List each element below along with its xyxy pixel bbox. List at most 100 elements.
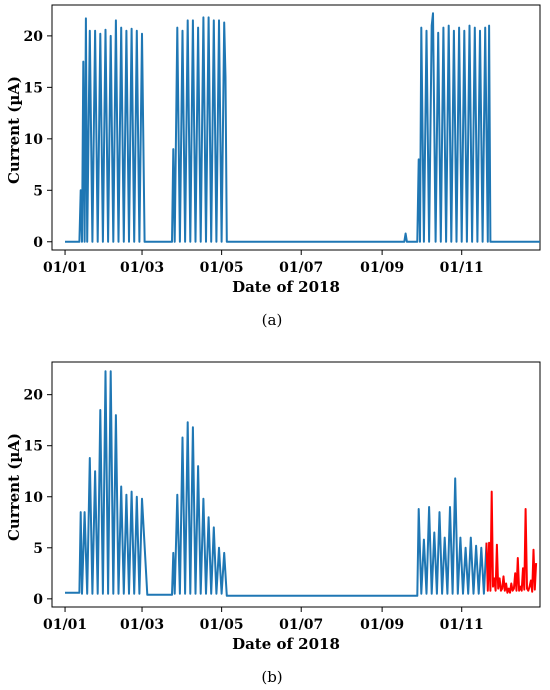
data-point-b-1-29 — [524, 589, 525, 590]
data-point-b-0-10 — [100, 409, 101, 410]
data-point-b-0-11 — [102, 593, 103, 594]
data-point-a-0-36 — [182, 30, 183, 31]
x-axis-label-b: Date of 2018 — [232, 635, 340, 653]
data-point-a-0-58 — [382, 241, 383, 242]
data-point-b-0-57 — [421, 593, 422, 594]
data-point-a-0-70 — [432, 13, 433, 14]
data-point-b-0-71 — [457, 593, 458, 594]
data-point-b-1-19 — [511, 583, 512, 584]
data-point-b-0-58 — [423, 539, 424, 540]
series-line-a-0 — [65, 12, 540, 243]
data-point-a-0-92 — [489, 25, 490, 26]
data-point-a-0-41 — [195, 241, 196, 242]
data-point-b-0-44 — [211, 593, 212, 594]
data-point-b-0-65 — [442, 593, 443, 594]
data-point-a-0-90 — [485, 27, 486, 28]
data-point-b-0-48 — [221, 593, 222, 594]
plot-frame-b — [51, 361, 541, 608]
data-point-a-0-21 — [123, 241, 124, 242]
x-tick-label-a-2: 01/05 — [200, 260, 244, 276]
y-tick-label-b-1: 5 — [33, 541, 43, 557]
data-point-a-0-10 — [94, 30, 95, 31]
data-point-b-0-77 — [473, 593, 474, 594]
series-group-a — [64, 12, 540, 243]
data-point-b-0-30 — [174, 593, 175, 594]
data-point-b-0-73 — [462, 593, 463, 594]
data-point-b-0-15 — [113, 593, 114, 594]
data-point-a-0-52 — [224, 22, 225, 23]
data-point-a-0-64 — [419, 241, 420, 242]
data-point-b-0-76 — [470, 537, 471, 538]
data-point-b-1-2 — [489, 542, 490, 543]
data-point-b-0-0 — [64, 592, 65, 593]
y-tick-label-b-0: 0 — [33, 592, 43, 608]
data-point-b-1-15 — [505, 583, 506, 584]
data-point-b-0-70 — [455, 478, 456, 479]
data-point-a-0-91 — [487, 241, 488, 242]
data-point-a-0-32 — [173, 149, 174, 150]
data-point-a-0-85 — [472, 241, 473, 242]
data-point-a-0-47 — [211, 241, 212, 242]
data-point-b-1-22 — [515, 573, 516, 574]
data-point-a-0-65 — [421, 27, 422, 28]
data-point-b-1-16 — [507, 592, 508, 593]
data-point-a-0-2 — [80, 190, 81, 191]
data-point-a-0-59 — [404, 241, 405, 242]
data-point-b-1-17 — [508, 588, 509, 589]
data-point-b-0-47 — [218, 547, 219, 548]
x-tick-label-b-1: 01/03 — [120, 617, 164, 633]
data-point-b-1-20 — [512, 590, 513, 591]
data-point-a-0-60 — [405, 233, 406, 234]
data-point-a-0-33 — [174, 241, 175, 242]
data-point-b-0-74 — [465, 547, 466, 548]
data-point-b-0-41 — [203, 498, 204, 499]
data-point-b-0-3 — [81, 593, 82, 594]
y-tick-label-a-0: 0 — [33, 235, 43, 251]
data-point-b-0-29 — [173, 552, 174, 553]
data-point-a-0-61 — [406, 241, 407, 242]
data-point-b-0-38 — [195, 593, 196, 594]
x-tick-label-a-0: 01/01 — [43, 260, 87, 276]
data-point-a-0-39 — [190, 241, 191, 242]
data-point-b-0-49 — [224, 552, 225, 553]
data-point-a-0-71 — [435, 241, 436, 242]
data-point-b-0-52 — [301, 595, 302, 596]
data-point-a-0-48 — [213, 20, 214, 21]
x-tick-label-a-1: 01/03 — [120, 260, 164, 276]
data-point-a-0-38 — [187, 20, 188, 21]
data-point-b-0-61 — [431, 593, 432, 594]
data-point-a-0-77 — [451, 241, 452, 242]
data-point-b-0-17 — [118, 593, 119, 594]
data-point-b-1-31 — [526, 588, 527, 589]
data-point-b-1-27 — [521, 590, 522, 591]
data-point-a-0-42 — [198, 27, 199, 28]
data-point-b-0-32 — [179, 593, 180, 594]
data-point-a-0-72 — [438, 32, 439, 33]
data-point-b-0-13 — [108, 593, 109, 594]
data-point-a-0-1 — [79, 241, 80, 242]
plot-frame-a — [51, 4, 541, 251]
data-point-b-1-21 — [513, 588, 514, 589]
data-point-a-0-54 — [226, 241, 227, 242]
data-point-b-0-18 — [121, 486, 122, 487]
y-tick-label-b-4: 20 — [24, 388, 44, 404]
data-point-b-0-33 — [182, 437, 183, 438]
data-point-b-0-67 — [447, 593, 448, 594]
data-point-a-0-94 — [539, 241, 540, 242]
data-point-a-0-40 — [192, 20, 193, 21]
data-point-b-0-55 — [417, 595, 418, 596]
y-tick-label-a-1: 5 — [33, 183, 43, 199]
chart-panel-b: 01/01 01/03 01/05 01/07 01/09 01/11 0 5 10 15 20 C… — [5, 361, 541, 686]
data-point-a-0-34 — [177, 27, 178, 28]
x-tick-label-a-4: 01/09 — [360, 260, 404, 276]
data-point-b-1-24 — [517, 557, 518, 558]
x-tick-label-b-0: 01/01 — [43, 617, 87, 633]
data-point-b-1-18 — [509, 592, 510, 593]
data-point-a-0-0 — [64, 241, 65, 242]
data-point-b-0-45 — [213, 527, 214, 528]
data-point-b-0-25 — [139, 593, 140, 594]
data-point-b-0-12 — [105, 371, 106, 372]
ticks-a: 01/01 01/03 01/05 01/07 01/09 01/11 0 5 10 15 20 — [24, 29, 484, 276]
data-point-b-0-23 — [134, 593, 135, 594]
data-point-b-0-6 — [89, 457, 90, 458]
